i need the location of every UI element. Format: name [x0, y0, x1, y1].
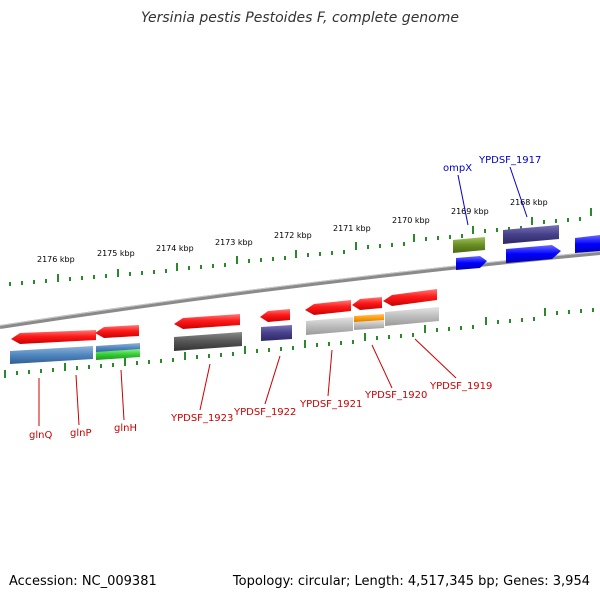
scale-label-2173: 2173 kbp	[215, 238, 253, 247]
gene-arrow-ypdsf-1919	[383, 289, 437, 306]
leader-ypdsf-1922	[264, 355, 281, 405]
map-title: Yersinia pestis Pestoides F, complete ge…	[141, 10, 459, 26]
scale-label-2168: 2168 kbp	[510, 198, 548, 207]
gene-arrow-glnH	[95, 325, 139, 338]
genome-summary-text: Topology: circular; Length: 4,517,345 bp…	[232, 574, 590, 589]
gene-label-ypdsf-1923: YPDSF_1923	[170, 413, 233, 424]
scale-label-2170: 2170 kbp	[392, 216, 430, 225]
gene-labels: ompX YPDSF_1917 glnQ glnP glnH YPDSF_192…	[29, 155, 541, 441]
cog-block-ypdsf-1922	[261, 325, 292, 341]
scale-labels: 2176 kbp 2175 kbp 2174 kbp 2173 kbp 2172…	[37, 198, 548, 264]
scale-label-2174: 2174 kbp	[156, 244, 194, 253]
cog-block-ypdsf-1923	[174, 332, 242, 351]
gene-arrow-ypdsf-1917	[506, 245, 561, 263]
leader-ypdsf-1919	[414, 338, 457, 379]
forward-gene-features	[453, 225, 600, 270]
cog-block-glnQ	[10, 346, 93, 364]
gene-arrow-ypdsf-1922	[260, 309, 290, 322]
cog-block-ypdsf-1917	[503, 225, 559, 244]
cog-block-glnH-bottom	[96, 349, 140, 360]
cog-block-ypdsf-1920-gray	[354, 320, 384, 330]
label-leaders	[38, 166, 528, 426]
leader-ompX	[457, 174, 469, 226]
gene-label-glnH: glnH	[114, 423, 137, 434]
leader-glnP	[75, 374, 80, 426]
gene-label-ypdsf-1919: YPDSF_1919	[429, 381, 492, 392]
outer-tick-track	[9, 208, 592, 286]
gene-arrow-ompX	[456, 256, 487, 270]
leader-ypdsf-1920	[371, 344, 393, 389]
scale-label-2172: 2172 kbp	[274, 231, 312, 240]
gene-label-ompX: ompX	[443, 163, 472, 174]
scale-label-2171: 2171 kbp	[333, 224, 371, 233]
leader-ypdsf-1917	[509, 166, 528, 218]
scale-label-2176: 2176 kbp	[37, 255, 75, 264]
gene-label-ypdsf-1921: YPDSF_1921	[299, 399, 362, 410]
cog-block-ypdsf-1919	[385, 307, 439, 326]
gene-arrow-ypdsf-1920	[352, 297, 382, 310]
category-blocks	[10, 307, 439, 364]
leader-ypdsf-1923	[199, 363, 211, 411]
scale-label-2175: 2175 kbp	[97, 249, 135, 258]
gene-arrow-glnQ	[11, 330, 96, 344]
reverse-gene-features	[11, 289, 437, 344]
scale-label-2169: 2169 kbp	[451, 207, 489, 216]
gene-arrow-ypdsf-1923	[174, 314, 240, 329]
gene-label-ypdsf-1917: YPDSF_1917	[478, 155, 541, 166]
leader-ypdsf-1921	[327, 349, 333, 397]
leader-glnH	[120, 369, 125, 421]
gene-arrow-ypdsf-1921	[305, 300, 351, 315]
gene-label-ypdsf-1920: YPDSF_1920	[364, 390, 427, 401]
gene-label-glnP: glnP	[70, 428, 92, 439]
gene-arrow-next-forward	[575, 235, 600, 253]
gene-label-glnQ: glnQ	[29, 430, 52, 441]
accession-text: Accession: NC_009381	[9, 574, 157, 589]
cog-block-ypdsf-1921	[306, 317, 353, 335]
genome-backbone	[0, 251, 600, 329]
inner-tick-track	[4, 308, 594, 378]
cog-block-ompX	[453, 237, 485, 253]
gene-label-ypdsf-1922: YPDSF_1922	[233, 407, 296, 418]
